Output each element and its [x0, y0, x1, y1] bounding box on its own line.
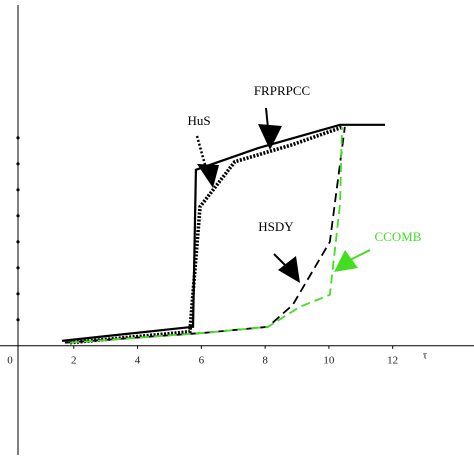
hus-arrow-head — [197, 164, 219, 188]
series-line — [69, 126, 343, 344]
y-tick — [16, 162, 20, 166]
y-tick — [16, 318, 20, 322]
y-tick — [16, 292, 20, 296]
series-line — [69, 125, 344, 345]
x-tick-label: 12 — [387, 354, 398, 366]
x-tick-label: 4 — [135, 354, 141, 366]
x-axis-label: τ — [423, 349, 428, 361]
y-tick — [16, 214, 20, 218]
annotation-arrows — [195, 107, 371, 283]
ccomb-arrow-head — [334, 250, 358, 272]
series-line — [64, 126, 346, 344]
series-label: CCOMB — [375, 229, 422, 244]
ccomb-arrow-shaft — [349, 249, 371, 261]
series-label: FRPRPCC — [254, 83, 310, 98]
frprpcc-arrow-head — [258, 124, 282, 150]
x-tick-label: 6 — [199, 354, 205, 366]
x-tick-label: 10 — [323, 354, 335, 366]
series-label: HuS — [187, 113, 210, 128]
y-tick — [16, 266, 20, 270]
y-tick — [16, 136, 20, 140]
y-tick — [16, 188, 20, 192]
frprpcc-arrow-shaft — [265, 107, 269, 129]
series-line — [61, 123, 386, 342]
x-tick-label: 0 — [7, 354, 13, 366]
hsdy-arrow-head — [278, 256, 300, 283]
x-tick-label: 2 — [71, 354, 77, 366]
series-label: HSDY — [258, 219, 294, 234]
x-tick-label: 8 — [262, 354, 268, 366]
y-tick — [16, 240, 20, 244]
